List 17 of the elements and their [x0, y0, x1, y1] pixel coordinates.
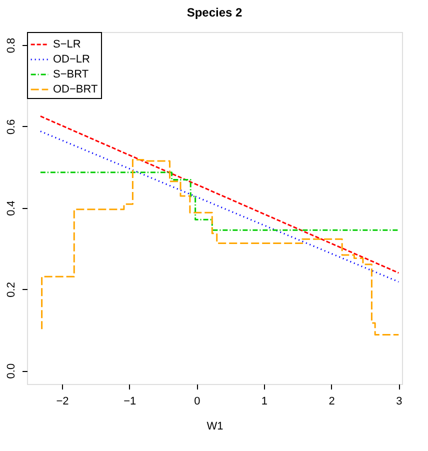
legend-label: S−BRT: [53, 68, 89, 80]
x-axis-title: W1: [206, 420, 224, 432]
y-tick-label: 0.2: [6, 282, 18, 298]
y-tick-label: 0.6: [6, 119, 18, 135]
legend-label: OD−BRT: [53, 84, 98, 96]
x-tick-label: 1: [261, 396, 268, 408]
y-tick-label: 0.4: [6, 200, 18, 216]
chart-title: Species 2: [186, 6, 243, 20]
legend-label: OD−LR: [53, 54, 90, 66]
legend-label: S−LR: [53, 38, 81, 50]
y-tick-label: 0.8: [6, 38, 18, 54]
x-tick-label: −2: [56, 396, 69, 408]
x-tick-label: −1: [124, 396, 136, 408]
y-tick-label: 0.0: [6, 363, 18, 379]
x-tick-label: 2: [328, 396, 335, 408]
x-tick-label: 0: [194, 396, 200, 408]
x-tick-label: 3: [396, 396, 402, 408]
